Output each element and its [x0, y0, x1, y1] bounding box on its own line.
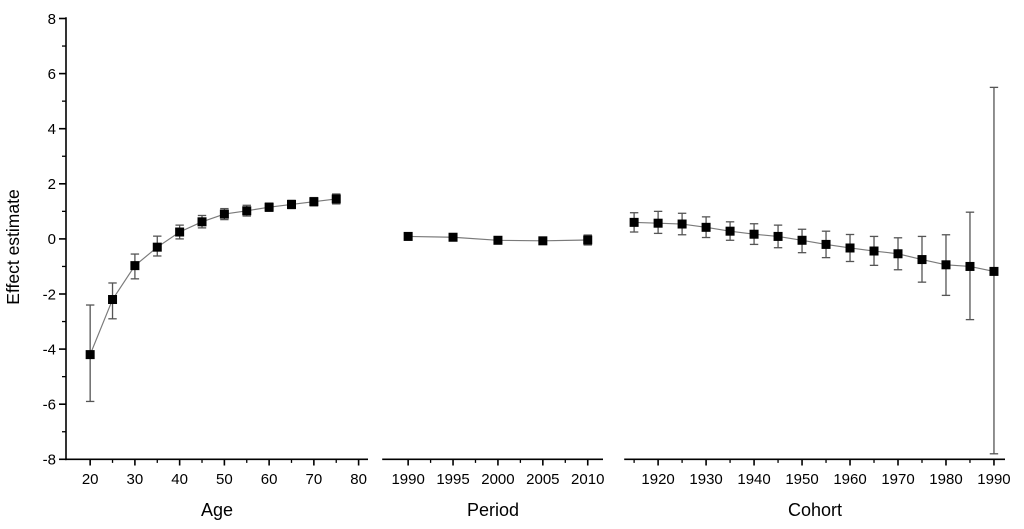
data-point-marker	[917, 255, 927, 265]
x-tick-label: 1920	[641, 471, 674, 488]
data-point-marker	[331, 194, 341, 204]
data-point-marker	[403, 231, 413, 241]
data-point-marker	[538, 236, 548, 246]
x-tick-label: 1995	[436, 471, 469, 488]
data-point-marker	[893, 249, 903, 259]
data-point-marker	[108, 295, 118, 305]
x-tick-label: 50	[216, 471, 233, 488]
y-tick-label: 0	[48, 231, 56, 248]
x-tick-label: 40	[171, 471, 188, 488]
data-point-marker	[152, 242, 162, 252]
series-line	[89, 198, 337, 355]
y-tick-label: -4	[43, 341, 56, 358]
y-tick-label: 8	[48, 11, 56, 28]
data-point-marker	[286, 199, 296, 209]
x-tick-label: 2000	[481, 471, 514, 488]
x-tick-label: 1950	[785, 471, 818, 488]
y-tick-label: 2	[48, 176, 56, 193]
x-tick-label: 70	[306, 471, 323, 488]
data-point-marker	[701, 222, 711, 232]
x-axis-title: Cohort	[788, 500, 842, 520]
y-tick-label: 4	[48, 121, 56, 138]
age-effect-panel: 20 30 40 50 60 70 80 Age	[65, 193, 368, 520]
x-tick-label: 2010	[571, 471, 604, 488]
period-effect-panel: 1990 1995 2000 2005 2010 Period	[382, 231, 604, 520]
data-point-marker	[797, 235, 807, 245]
cohort-effect-panel: 1920 1930 1940 1950 1960 1970 1980 1990 Cohort	[624, 86, 1011, 520]
x-tick-label: 30	[127, 471, 144, 488]
data-point-marker	[869, 246, 879, 256]
x-tick-label: 20	[82, 471, 99, 488]
data-point-marker	[941, 260, 951, 270]
data-point-marker	[749, 229, 759, 239]
x-tick-label: 1960	[833, 471, 866, 488]
x-tick-label: 2005	[526, 471, 559, 488]
x-tick-label: 1990	[977, 471, 1010, 488]
y-tick-label: -8	[43, 452, 56, 469]
x-axis-title: Age	[201, 500, 233, 520]
data-point-marker	[677, 219, 687, 229]
y-axis-label: Effect estimate	[3, 189, 23, 304]
data-point-marker	[773, 231, 783, 241]
data-point-marker	[130, 261, 140, 271]
y-tick-label: -2	[43, 286, 56, 303]
series-line	[634, 221, 995, 272]
data-point-marker	[242, 206, 252, 216]
data-point-marker	[583, 235, 593, 245]
data-point-marker	[653, 218, 663, 228]
x-tick-label: 1970	[881, 471, 914, 488]
x-tick-label: 1930	[689, 471, 722, 488]
data-point-marker	[965, 261, 975, 271]
data-point-marker	[85, 350, 95, 360]
x-tick-label: 1990	[391, 471, 424, 488]
data-point-marker	[629, 217, 639, 227]
x-axis-title: Period	[467, 500, 519, 520]
data-point-marker	[197, 217, 207, 227]
data-point-marker	[175, 227, 185, 237]
data-point-marker	[493, 235, 503, 245]
data-point-marker	[309, 197, 319, 207]
y-tick-label: 6	[48, 66, 56, 83]
data-point-marker	[448, 232, 458, 242]
data-point-marker	[989, 266, 999, 276]
data-point-marker	[264, 202, 274, 212]
data-point-marker	[725, 226, 735, 236]
x-tick-label: 80	[350, 471, 367, 488]
data-point-marker	[845, 243, 855, 253]
data-point-marker	[821, 239, 831, 249]
y-tick-label: -6	[43, 397, 56, 414]
x-tick-label: 1940	[737, 471, 770, 488]
data-point-marker	[219, 209, 229, 219]
x-tick-label: 1980	[929, 471, 962, 488]
x-tick-label: 60	[261, 471, 278, 488]
y-axis: 8 6 4 2 0 -2 -4 -6 -8 Effect estimate	[3, 11, 67, 469]
